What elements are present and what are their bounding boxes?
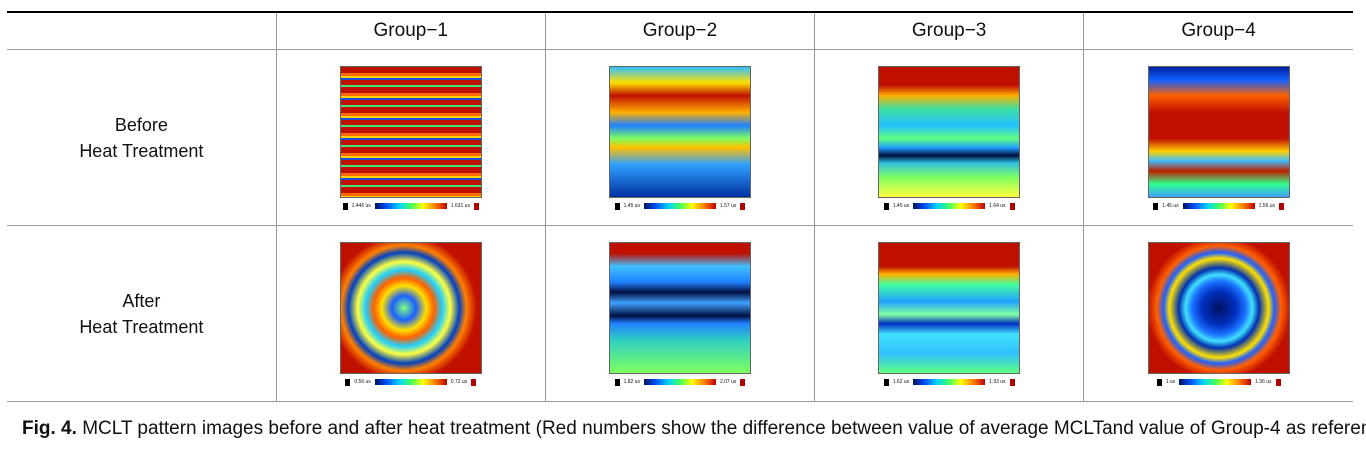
scale-max-swatch — [1009, 378, 1015, 386]
scale-min-swatch — [614, 378, 620, 386]
scale-gradient — [913, 203, 986, 209]
scale-gradient — [643, 203, 716, 209]
scale-max-swatch — [740, 378, 746, 386]
image-cell: 0.56 us 0.72 us — [275, 225, 546, 402]
scale-min: 1.45 us — [623, 203, 640, 209]
scale-min-swatch — [883, 378, 889, 386]
image-cell: 1.82 us 2.07 us — [544, 225, 816, 402]
scale-min-swatch — [345, 378, 351, 386]
scale-min-swatch — [614, 202, 620, 210]
column-header: Group−2 — [544, 11, 816, 50]
mclt-image — [878, 241, 1021, 374]
scale-gradient — [374, 379, 447, 385]
scale-min: 1.82 us — [623, 379, 640, 385]
scale-gradient — [643, 379, 716, 385]
row-label: After Heat Treatment — [7, 225, 277, 402]
figure-table: Group−1 Group−2 Group−3 Group−4 Before Heat … — [7, 11, 1353, 402]
color-scale: 1.45 us 1.64 us — [815, 202, 1083, 210]
scale-min: 1.446 us — [351, 203, 371, 209]
scale-gradient — [1179, 379, 1252, 385]
table-row: Before Heat Treatment 1.446 us 1.631 us 1.45… — [7, 49, 1353, 226]
color-scale: 1.446 us 1.631 us — [277, 202, 545, 210]
color-scale: 1.45 us 1.56 us — [1084, 202, 1353, 210]
scale-min: 1.45 us — [892, 203, 910, 209]
row-label-line: Heat Treatment — [79, 316, 204, 337]
image-cell: 1.45 us 1.56 us — [1083, 49, 1353, 226]
color-scale: 0.56 us 0.72 us — [277, 378, 545, 386]
column-header: Group−1 — [275, 11, 546, 50]
scale-gradient — [374, 203, 447, 209]
color-scale: 1.45 us 1.57 us — [546, 202, 814, 210]
mclt-image — [1147, 241, 1290, 374]
image-cell: 1.45 us 1.64 us — [814, 49, 1085, 226]
color-scale: 1.62 us 1.93 us — [815, 378, 1083, 386]
scale-max: 1.93 us — [989, 379, 1006, 385]
scale-min: 1 us — [1165, 379, 1176, 385]
scale-min-swatch — [342, 202, 348, 210]
column-header: Group−4 — [1083, 11, 1353, 50]
image-cell: 1 us 1.36 us — [1083, 225, 1353, 402]
scale-max-swatch — [740, 202, 746, 210]
mclt-image — [608, 241, 751, 374]
scale-min: 1.62 us — [892, 379, 910, 385]
image-cell: 1.62 us 1.93 us — [814, 225, 1085, 402]
mclt-image — [608, 65, 751, 198]
scale-max: 1.36 us — [1255, 379, 1272, 385]
scale-max-swatch — [471, 378, 477, 386]
caption-text: MCLT pattern images before and after hea… — [82, 418, 1366, 439]
row-label: Before Heat Treatment — [7, 49, 277, 226]
scale-max: 2.07 us — [719, 379, 737, 385]
scale-max: 0.72 us — [450, 379, 468, 385]
image-cell: 1.45 us 1.57 us — [544, 49, 816, 226]
scale-min-swatch — [1153, 202, 1159, 210]
image-cell: 1.446 us 1.631 us — [275, 49, 546, 226]
scale-max-swatch — [473, 202, 479, 210]
scale-max: 1.56 us — [1258, 203, 1276, 209]
color-scale: 1 us 1.36 us — [1084, 378, 1353, 386]
mclt-image — [878, 65, 1021, 198]
row-label-line: Heat Treatment — [79, 140, 204, 161]
scale-gradient — [913, 379, 986, 385]
row-label-line: After — [122, 290, 161, 311]
scale-max-swatch — [1275, 378, 1281, 386]
scale-min-swatch — [883, 202, 889, 210]
scale-max-swatch — [1009, 202, 1015, 210]
scale-min: 1.45 us — [1162, 203, 1179, 209]
color-scale: 1.82 us 2.07 us — [546, 378, 814, 386]
table-row: After Heat Treatment 0.56 us 0.72 us 1.82 us… — [7, 225, 1353, 402]
caption-label: Fig. 4. — [22, 418, 77, 439]
caption: Fig. 4. MCLT pattern images before and a… — [22, 416, 1366, 441]
scale-max: 1.64 us — [989, 203, 1006, 209]
mclt-image — [339, 241, 482, 374]
mclt-image — [339, 65, 482, 198]
scale-gradient — [1182, 203, 1255, 209]
scale-max-swatch — [1279, 202, 1285, 210]
scale-min-swatch — [1156, 378, 1162, 386]
corner-cell — [7, 11, 277, 50]
column-header: Group−3 — [814, 11, 1085, 50]
scale-max: 1.631 us — [450, 203, 470, 209]
row-label-line: Before — [114, 114, 168, 135]
mclt-image — [1147, 65, 1290, 198]
scale-max: 1.57 us — [719, 203, 737, 209]
scale-min: 0.56 us — [354, 379, 371, 385]
